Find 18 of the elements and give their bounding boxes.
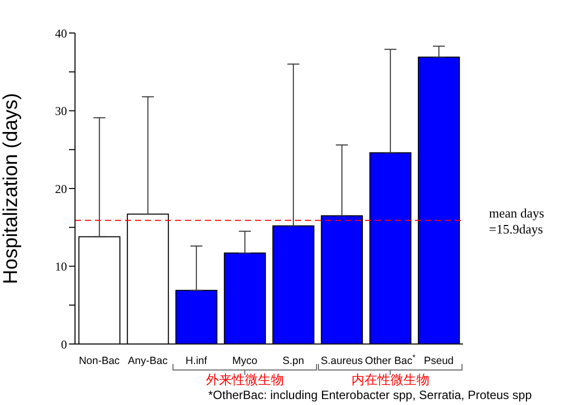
text: *OtherBac: including Enterobacter spp, Serratia, Proteus spp: [208, 388, 532, 402]
y-tick-label: 20: [55, 182, 67, 196]
ref-line-label: mean days =15.9days: [489, 205, 544, 236]
y-tick-label: 10: [55, 260, 67, 274]
x-tick-label: Pseud: [424, 355, 454, 367]
y-tick-label: 40: [55, 26, 67, 40]
y-tick-label: 0: [61, 337, 67, 352]
x-tick-label: Myco: [232, 355, 258, 367]
x-tick-label: H.inf: [185, 355, 208, 367]
y-axis-title: Hospitalization (days): [0, 92, 22, 284]
y-tick-label: 30: [55, 104, 67, 118]
text: 内在性微生物: [351, 373, 430, 388]
x-tick-label: S.aureus: [320, 355, 363, 367]
x-tick-label: Non-Bac: [78, 355, 120, 367]
x-tick-label: Other Bac$^{*}$: [365, 352, 416, 367]
text: 外来性微生物: [206, 373, 284, 388]
x-tick-label: Any-Bac: [128, 355, 168, 367]
x-tick-label: S.pn: [282, 355, 304, 367]
